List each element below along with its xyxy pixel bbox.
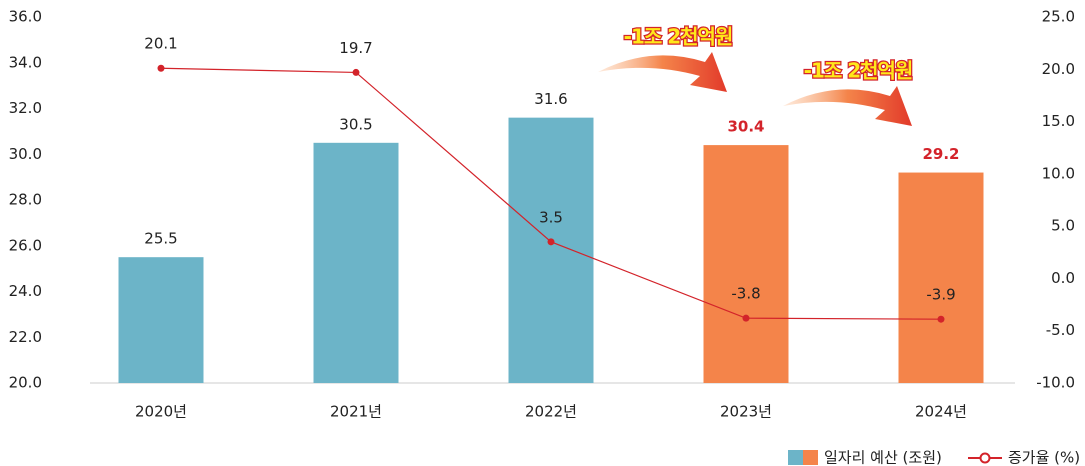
y-tick-label: 24.0 [9,282,42,300]
line-marker [547,238,555,246]
line-marker [742,314,750,322]
bar [508,117,594,384]
arrow [598,52,727,92]
bar [118,257,204,383]
x-tick-label: 2022년 [525,403,577,421]
bar [898,172,984,383]
bar-value-label: 25.5 [144,230,177,248]
line-marker [157,64,165,72]
line-value-label: 20.1 [144,35,177,53]
y-tick-label: 22.0 [9,328,42,346]
bar-value-label: 31.6 [534,90,567,108]
arrow [783,86,912,126]
y-tick-label: 26.0 [9,236,42,254]
y2-tick-label: -5.0 [1046,321,1075,339]
bar-value-label: 30.4 [727,118,764,136]
line-value-label: 19.7 [339,39,372,57]
line-marker [937,315,945,323]
y2-tick-label: 20.0 [1042,60,1075,78]
y-tick-label: 20.0 [9,374,42,392]
y2-tick-label: 15.0 [1042,112,1075,130]
bar-value-label: 29.2 [922,145,959,163]
y2-tick-label: 5.0 [1051,217,1075,235]
line-marker [352,68,360,76]
line-value-label: -3.9 [926,286,955,304]
x-tick-label: 2021년 [330,403,382,421]
annotation: -1조 2천억원 [624,25,733,49]
legend-swatch [803,450,818,465]
legend-label: 일자리 예산 (조원) [824,449,942,466]
legend-marker [979,452,991,464]
bar [313,142,399,383]
bar-value-label: 30.5 [339,115,372,133]
line-value-label: 3.5 [539,208,563,226]
bar [703,145,789,383]
y2-tick-label: 0.0 [1051,269,1075,287]
y2-tick-label: 10.0 [1042,164,1075,182]
x-tick-label: 2024년 [915,403,967,421]
x-tick-label: 2023년 [720,403,772,421]
y-tick-label: 32.0 [9,99,42,117]
legend-label: 증가율 (%) [1008,449,1080,466]
y-tick-label: 28.0 [9,191,42,209]
y2-tick-label: 25.0 [1042,8,1075,26]
y-tick-label: 36.0 [9,8,42,26]
y-tick-label: 30.0 [9,145,42,163]
line-value-label: -3.8 [731,285,760,303]
x-tick-label: 2020년 [135,403,187,421]
annotation: -1조 2천억원 [804,59,913,83]
y-tick-label: 34.0 [9,53,42,71]
y2-tick-label: -10.0 [1036,374,1075,392]
legend-swatch [788,450,803,465]
